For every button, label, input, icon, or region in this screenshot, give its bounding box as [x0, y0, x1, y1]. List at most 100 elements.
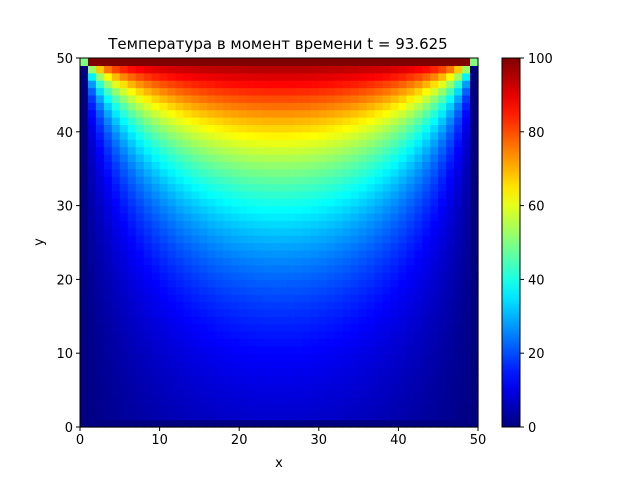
heatmap-cell: [167, 80, 177, 89]
heatmap-cell: [294, 286, 304, 295]
heatmap-cell: [135, 80, 145, 89]
heatmap-cell: [350, 183, 360, 192]
heatmap-cell: [294, 198, 304, 207]
heatmap-cell: [406, 390, 415, 399]
heatmap-cell: [175, 279, 185, 288]
heatmap-cell: [294, 146, 304, 155]
heatmap-cell: [310, 249, 320, 258]
heatmap-cell: [175, 168, 185, 177]
heatmap-cell: [366, 286, 376, 295]
heatmap-cell: [255, 80, 264, 89]
heatmap-cell: [302, 338, 312, 347]
heatmap-cell: [175, 419, 185, 428]
heatmap-cell: [438, 94, 447, 103]
heatmap-cell: [302, 272, 312, 280]
heatmap-cell: [239, 286, 248, 295]
heatmap-cell: [271, 316, 280, 325]
heatmap-cell: [374, 412, 384, 421]
heatmap-cell: [143, 109, 153, 118]
heatmap-cell: [223, 80, 232, 89]
heatmap-cell: [350, 109, 360, 118]
heatmap-cell: [223, 286, 232, 295]
heatmap-cell: [294, 375, 304, 384]
heatmap-cell: [334, 124, 344, 133]
heatmap-cell: [342, 94, 352, 103]
heatmap-cell: [462, 242, 471, 251]
heatmap-cell: [103, 109, 113, 118]
heatmap-cell: [87, 131, 97, 140]
heatmap-cell: [294, 323, 304, 332]
heatmap-cell: [350, 190, 360, 199]
heatmap-cell: [199, 279, 208, 288]
heatmap-cell: [470, 390, 479, 399]
heatmap-cell: [159, 235, 169, 244]
heatmap-cell: [135, 117, 145, 126]
heatmap-cell: [302, 58, 312, 66]
heatmap-cell: [183, 338, 193, 347]
heatmap-cell: [470, 65, 479, 74]
heatmap-cell: [191, 198, 200, 207]
heatmap-cell: [247, 257, 256, 266]
heatmap-cell: [199, 294, 208, 303]
heatmap-cell: [446, 227, 455, 236]
heatmap-cell: [111, 235, 121, 244]
heatmap-cell: [318, 345, 328, 354]
heatmap-cell: [175, 227, 185, 236]
heatmap-cell: [135, 198, 145, 207]
heatmap-cell: [247, 331, 256, 340]
heatmap-cell: [430, 212, 439, 221]
heatmap-cell: [271, 183, 280, 192]
heatmap-cell: [87, 176, 97, 185]
heatmap-cell: [271, 117, 280, 126]
heatmap-cell: [95, 353, 105, 362]
heatmap-cell: [95, 367, 105, 376]
heatmap-cell: [286, 80, 296, 89]
heatmap-cell: [80, 294, 89, 303]
heatmap-cell: [454, 131, 463, 140]
heatmap-cell: [175, 412, 185, 421]
heatmap-cell: [239, 131, 248, 140]
heatmap-cell: [326, 87, 336, 96]
heatmap-cell: [167, 124, 177, 133]
heatmap-cell: [470, 72, 479, 81]
heatmap-cell: [326, 80, 336, 89]
heatmap-cell: [143, 153, 153, 162]
heatmap-cell: [183, 80, 193, 89]
heatmap-cell: [119, 382, 129, 391]
heatmap-cell: [239, 153, 248, 162]
heatmap-cell: [271, 382, 280, 391]
heatmap-cell: [127, 257, 137, 266]
heatmap-cell: [358, 124, 368, 133]
heatmap-cell: [350, 308, 360, 317]
heatmap-cell: [271, 65, 280, 74]
heatmap-cell: [215, 190, 224, 199]
heatmap-cell: [175, 190, 185, 199]
heatmap-cell: [95, 294, 105, 303]
heatmap-cell: [310, 308, 320, 317]
heatmap-cell: [422, 139, 431, 148]
heatmap-cell: [366, 257, 376, 266]
heatmap-cell: [422, 294, 431, 303]
heatmap-cell: [350, 367, 360, 376]
heatmap-cell: [334, 242, 344, 251]
heatmap-cell: [183, 316, 193, 325]
heatmap-cell: [95, 72, 105, 81]
heatmap-cell: [374, 87, 384, 96]
heatmap-cell: [406, 109, 415, 118]
heatmap-cell: [374, 168, 384, 177]
heatmap-cell: [406, 264, 415, 273]
heatmap-cell: [358, 360, 368, 369]
heatmap-cell: [414, 124, 423, 133]
heatmap-cell: [310, 331, 320, 340]
heatmap-cell: [111, 257, 121, 266]
heatmap-cell: [151, 404, 161, 413]
heatmap-cell: [239, 279, 248, 288]
heatmap-cell: [231, 264, 240, 273]
heatmap-cell: [199, 87, 208, 96]
heatmap-cell: [398, 117, 407, 126]
heatmap-cell: [334, 131, 344, 140]
heatmap-cell: [382, 94, 392, 103]
heatmap-cell: [111, 139, 121, 148]
heatmap-cell: [271, 257, 280, 266]
heatmap-cell: [366, 323, 376, 332]
